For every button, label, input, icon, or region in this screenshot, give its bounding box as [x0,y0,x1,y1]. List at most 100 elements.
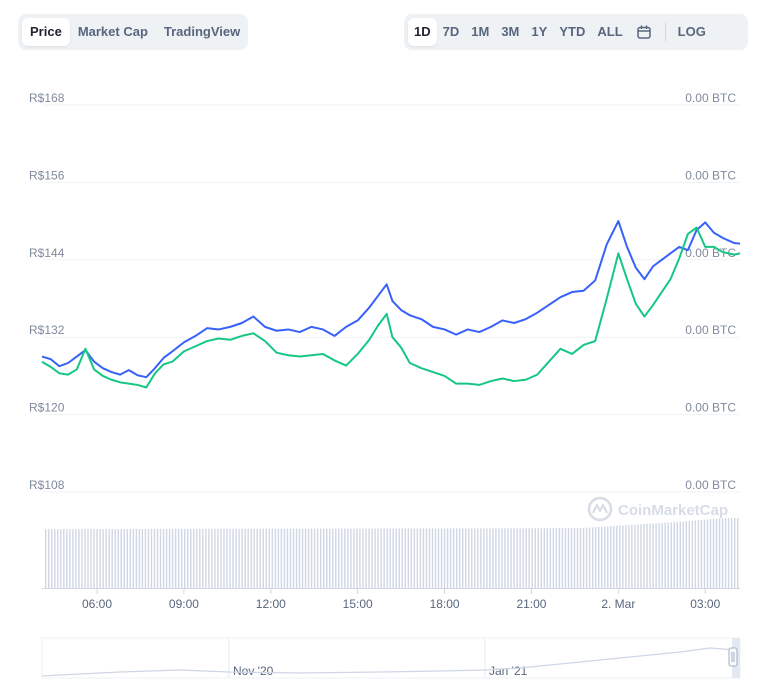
y-right-tick-label: 0.00 BTC [685,323,736,337]
y-right-tick-label: 0.00 BTC [685,401,736,415]
volume-bar [474,528,476,588]
volume-bar [709,519,712,588]
volume-bar [601,526,603,588]
price-series [41,220,741,389]
volume-bar [522,528,524,588]
volume-bar [446,528,449,588]
y-left-tick-label: R$132 [29,323,65,337]
volume-bar [567,528,570,588]
volume-bar [54,529,56,588]
volume-bar [96,529,98,588]
volume-bar [667,522,669,588]
volume-bar [211,528,213,588]
volume-bar [555,528,558,588]
volume-bar [319,528,322,588]
volume-bar [162,528,165,588]
volume-bar [643,524,645,588]
volume-bar [604,526,606,588]
volume-bar [688,520,691,588]
y-right-tick-label: 0.00 BTC [685,91,736,105]
navigator-handle[interactable] [728,647,738,667]
volume-bars [42,518,740,589]
volume-bar [498,528,500,588]
volume-bar [129,529,132,588]
volume-bar [483,528,485,588]
volume-bar [495,528,497,588]
range-7d[interactable]: 7D [442,24,460,39]
volume-bar [193,528,195,588]
y-left-tick-label: R$144 [29,246,65,260]
volume-bar [613,525,615,588]
volume-bar [564,528,567,588]
volume-bar [558,528,561,588]
volume-bar [594,527,597,588]
chart-type-tabs: Price Market Cap TradingView [18,14,248,50]
volume-bar [220,528,222,588]
y-left-tick-label: R$156 [29,168,65,182]
volume-bar [519,528,521,588]
range-ytd[interactable]: YTD [559,24,586,39]
range-1m[interactable]: 1M [471,24,490,39]
volume-bar [540,528,542,588]
volume-bar [102,529,104,588]
calendar-icon[interactable] [629,18,659,46]
y-axis-right-labels: 0.00 BTC 0.00 BTC 0.00 BTC 0.00 BTC 0.00 BTC… [685,91,736,492]
tab-price[interactable]: Price [22,18,70,46]
volume-bar [135,529,138,588]
volume-bar [141,529,144,588]
volume-bar [335,528,337,588]
y-left-tick-label: R$120 [29,401,65,415]
volume-bar [619,525,621,588]
y-left-tick-label: R$168 [29,91,65,105]
volume-bar [468,528,470,588]
volume-bar [416,528,419,588]
volume-bar [492,528,494,588]
volume-bar [561,528,564,588]
volume-bar [229,528,231,588]
volume-bar [235,528,237,588]
volume-bar [223,528,225,588]
volume-bar [78,529,80,588]
volume-bar [622,525,624,588]
volume-bar [259,528,261,588]
volume-bar [640,524,642,588]
volume-bar [344,528,346,588]
log-scale-toggle[interactable]: LOG [677,24,706,39]
range-3m[interactable]: 3M [501,24,520,39]
range-navigator[interactable]: Nov '20 Jan '21 [41,637,741,679]
volume-bar [171,528,174,588]
volume-bar [87,529,89,588]
volume-bar [301,528,304,588]
x-tick-label: 18:00 [430,597,460,611]
volume-bar [72,529,74,588]
volume-bar [274,528,277,588]
volume-bar [99,529,101,588]
range-1d[interactable]: 1D [408,18,437,46]
volume-bar [534,528,536,588]
volume-bar [174,528,177,588]
navigator-selection[interactable] [732,638,740,678]
volume-bar [84,529,86,588]
volume-bar [591,527,594,588]
volume-bar [48,529,50,588]
volume-bar [646,523,648,588]
range-1y[interactable]: 1Y [531,24,548,39]
range-all[interactable]: ALL [597,24,623,39]
volume-bar [81,529,83,588]
volume-bar [549,528,552,588]
volume-bar [471,528,473,588]
volume-bar [217,528,219,588]
tab-market-cap[interactable]: Market Cap [77,24,148,39]
volume-bar [616,525,618,588]
tab-tradingview[interactable]: TradingView [163,24,241,39]
volume-bar [588,527,591,588]
volume-bar [462,528,464,588]
volume-bar [413,528,416,588]
volume-bar [75,529,77,588]
volume-bar [673,522,675,588]
volume-bar [111,529,113,588]
volume-bar [250,528,252,588]
volume-bar [190,528,192,588]
x-tick-label: 21:00 [516,597,546,611]
volume-bar [425,528,428,588]
